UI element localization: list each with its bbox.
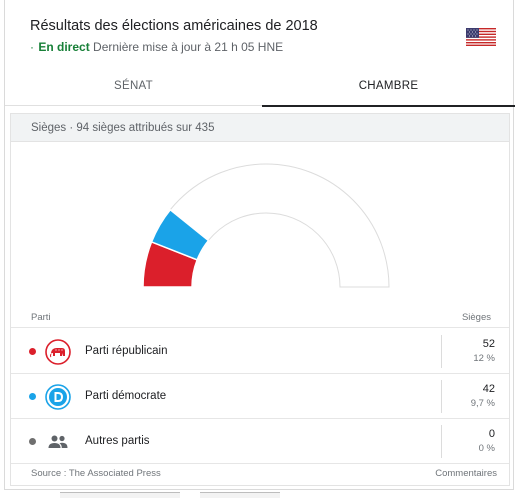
republican-color-dot	[29, 348, 36, 355]
page-edge-element	[200, 492, 280, 498]
seat-count: 0	[488, 428, 495, 440]
seats-heading-bar: Sièges · 94 sièges attribués sur 435	[11, 114, 509, 142]
party-row-others[interactable]: Autres partis 0 0 %	[11, 419, 509, 464]
live-dot: ·	[30, 40, 34, 54]
row-divider	[441, 335, 442, 368]
democrat-d-icon	[45, 384, 71, 410]
seats-column-header: Sièges	[461, 312, 491, 323]
table-header: Parti Sièges	[11, 308, 509, 328]
seats-heading: Sièges · 94 sièges attribués sur 435	[31, 122, 215, 134]
seat-percentage: 9,7 %	[470, 398, 495, 409]
card-header: Résultats des élections américaines de 2…	[5, 0, 513, 66]
card-title: Résultats des élections américaines de 2…	[30, 18, 318, 34]
seats-arc-chart	[142, 163, 390, 288]
live-label: En direct	[38, 40, 90, 54]
row-divider	[441, 380, 442, 413]
party-column-header: Parti	[31, 312, 51, 323]
people-icon	[48, 435, 68, 448]
update-status: · En direct Dernière mise à jour à 21 h …	[30, 40, 283, 54]
tab-senate[interactable]: SÉNAT	[5, 66, 262, 106]
democrat-color-dot	[29, 393, 36, 400]
party-name: Parti républicain	[85, 345, 168, 357]
party-name: Parti démocrate	[85, 390, 167, 402]
election-results-card: Résultats des élections américaines de 2…	[4, 0, 515, 490]
row-divider	[441, 425, 442, 458]
tab-house-label: CHAMBRE	[358, 80, 419, 92]
results-panel: Sièges · 94 sièges attribués sur 435 Par…	[10, 113, 510, 486]
party-row-democrat[interactable]: Parti démocrate 42 9,7 %	[11, 374, 509, 419]
source-attribution: Source : The Associated Press	[31, 468, 161, 479]
seat-percentage: 0 %	[478, 443, 495, 454]
unassigned-seats-arc	[142, 163, 390, 288]
chamber-tabs: SÉNAT CHAMBRE	[5, 66, 515, 107]
active-tab-indicator	[262, 105, 515, 107]
update-text: Dernière mise à jour à 21 h 05 HNE	[93, 40, 284, 54]
card-footer: Source : The Associated Press Commentair…	[11, 463, 509, 485]
page-edge-element	[60, 492, 180, 498]
tab-house[interactable]: CHAMBRE	[262, 66, 515, 107]
party-name: Autres partis	[85, 435, 150, 447]
seat-count: 52	[482, 338, 495, 350]
us-flag-icon	[466, 28, 496, 46]
seat-count: 42	[482, 383, 495, 395]
others-color-dot	[29, 438, 36, 445]
comments-link[interactable]: Commentaires	[435, 468, 497, 479]
seat-arc-democrat	[150, 208, 210, 261]
seats-chart	[11, 142, 509, 307]
tab-senate-label: SÉNAT	[114, 80, 153, 92]
republican-elephant-icon	[45, 339, 71, 365]
party-row-republican[interactable]: Parti républicain 52 12 %	[11, 329, 509, 374]
seat-percentage: 12 %	[473, 353, 495, 364]
